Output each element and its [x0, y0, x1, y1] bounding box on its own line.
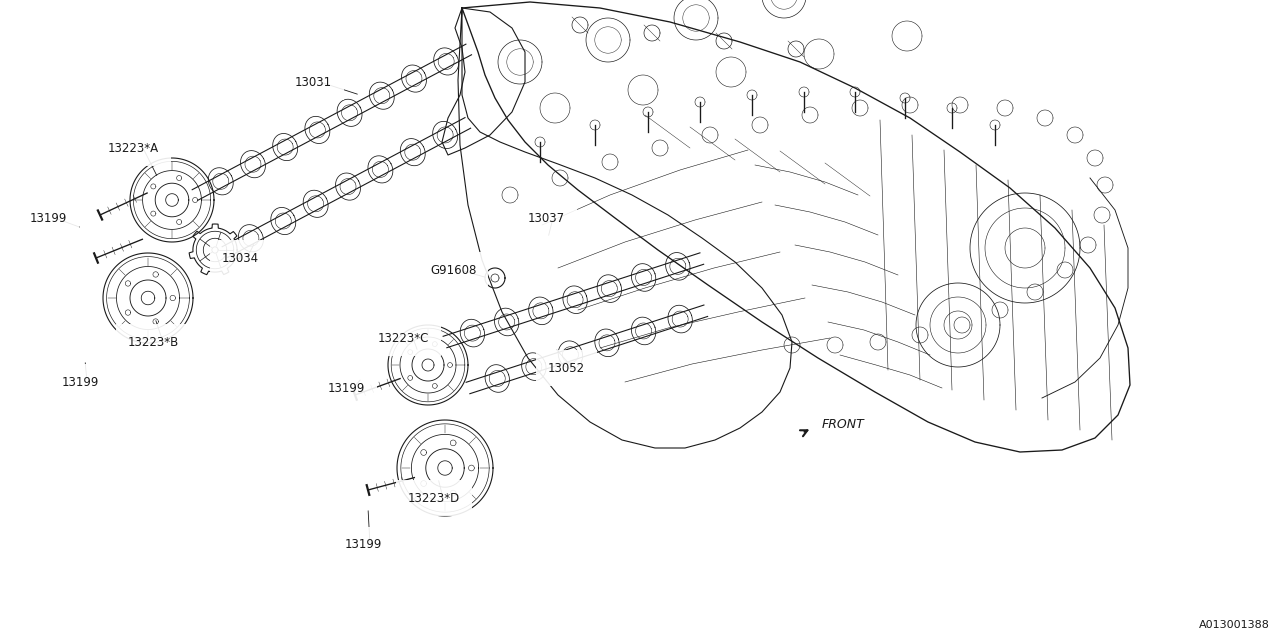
Text: 13199: 13199	[346, 538, 383, 552]
Text: G91608: G91608	[430, 264, 476, 276]
Text: 13037: 13037	[529, 211, 566, 225]
Text: 13034: 13034	[221, 252, 259, 264]
Text: 13223*B: 13223*B	[128, 335, 179, 349]
Text: 13223*C: 13223*C	[378, 332, 429, 344]
Text: 13199: 13199	[29, 211, 68, 225]
Text: 13052: 13052	[548, 362, 585, 374]
Text: 13031: 13031	[294, 76, 332, 88]
Text: 13223*A: 13223*A	[108, 141, 159, 154]
Text: 13199: 13199	[328, 381, 365, 394]
Text: 13199: 13199	[61, 376, 100, 388]
Text: FRONT: FRONT	[822, 419, 865, 431]
Text: 13223*D: 13223*D	[408, 492, 461, 504]
Text: A013001388: A013001388	[1199, 620, 1270, 630]
